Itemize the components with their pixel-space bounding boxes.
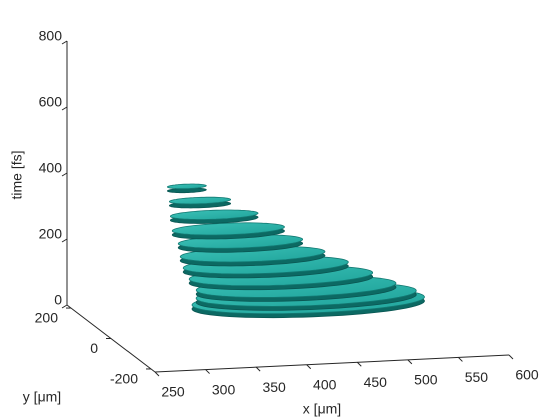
z-tick xyxy=(61,238,68,243)
z-tick xyxy=(61,40,68,45)
z-tick-label: 600 xyxy=(39,94,63,110)
x-tick xyxy=(458,357,463,362)
slice-top xyxy=(168,196,232,205)
x-tick xyxy=(205,369,210,374)
slice-top xyxy=(171,222,285,236)
x-tick-label: 300 xyxy=(212,381,236,397)
x-tick xyxy=(306,364,312,370)
x-tick-label: 500 xyxy=(414,372,438,388)
x-tick xyxy=(154,371,160,377)
y-tick-label: 200 xyxy=(35,310,59,326)
y-axis-label: y [μm] xyxy=(23,389,61,405)
z-tick-label: 800 xyxy=(39,28,63,44)
x-tick xyxy=(407,359,413,365)
y-tick-label: -200 xyxy=(110,371,138,387)
slice-top xyxy=(166,183,207,190)
x-tick xyxy=(356,361,362,367)
z-tick-label: 200 xyxy=(39,226,63,242)
x-tick-label: 350 xyxy=(262,379,286,395)
x-tick-label: 400 xyxy=(313,376,337,392)
z-tick xyxy=(61,106,68,111)
x-tick xyxy=(255,366,261,372)
z-tick xyxy=(61,304,68,309)
x-tick xyxy=(508,354,514,360)
y-tick-label: 0 xyxy=(90,340,98,356)
x-tick-label: 600 xyxy=(515,367,539,383)
x-tick-label: 550 xyxy=(465,369,489,385)
x-axis xyxy=(154,354,510,373)
z-tick xyxy=(61,172,68,177)
x-axis-label: x [μm] xyxy=(303,401,341,417)
z-tick-label: 0 xyxy=(54,292,62,308)
slice-top xyxy=(169,209,259,220)
z-tick-label: 400 xyxy=(39,160,63,176)
x-tick-label: 250 xyxy=(161,384,185,400)
x-tick-label: 450 xyxy=(364,374,388,390)
z-axis-label: time [fs] xyxy=(9,150,25,199)
